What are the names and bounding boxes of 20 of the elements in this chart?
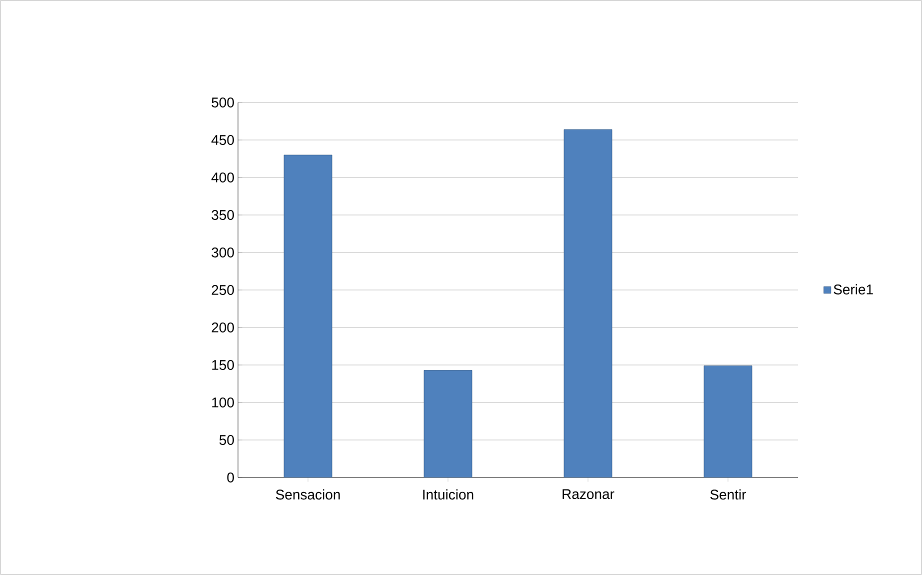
x-tick-label: Intuicion: [423, 489, 474, 500]
y-tick-label: 200: [212, 322, 234, 332]
y-tick-label: 50: [219, 435, 234, 445]
x-tick-label: Sensacion: [276, 489, 340, 500]
y-tick-label: 150: [212, 360, 234, 370]
y-tick-label: 300: [212, 248, 234, 258]
x-tick-label: Razonar: [562, 489, 614, 500]
y-tick-label: 450: [211, 135, 234, 145]
x-tick-label: Sentir: [710, 489, 746, 500]
y-tick-label: 400: [211, 172, 234, 182]
bar: [284, 154, 332, 478]
y-tick-label: 0: [227, 472, 234, 482]
bar: [564, 129, 612, 478]
bar: [424, 370, 472, 478]
y-tick-label: 500: [212, 98, 234, 108]
y-tick-label: 250: [212, 285, 234, 295]
bar: [704, 366, 752, 478]
legend-label: Serie1: [834, 284, 873, 294]
y-tick-label: 350: [212, 210, 234, 220]
y-tick-label: 100: [212, 398, 234, 408]
